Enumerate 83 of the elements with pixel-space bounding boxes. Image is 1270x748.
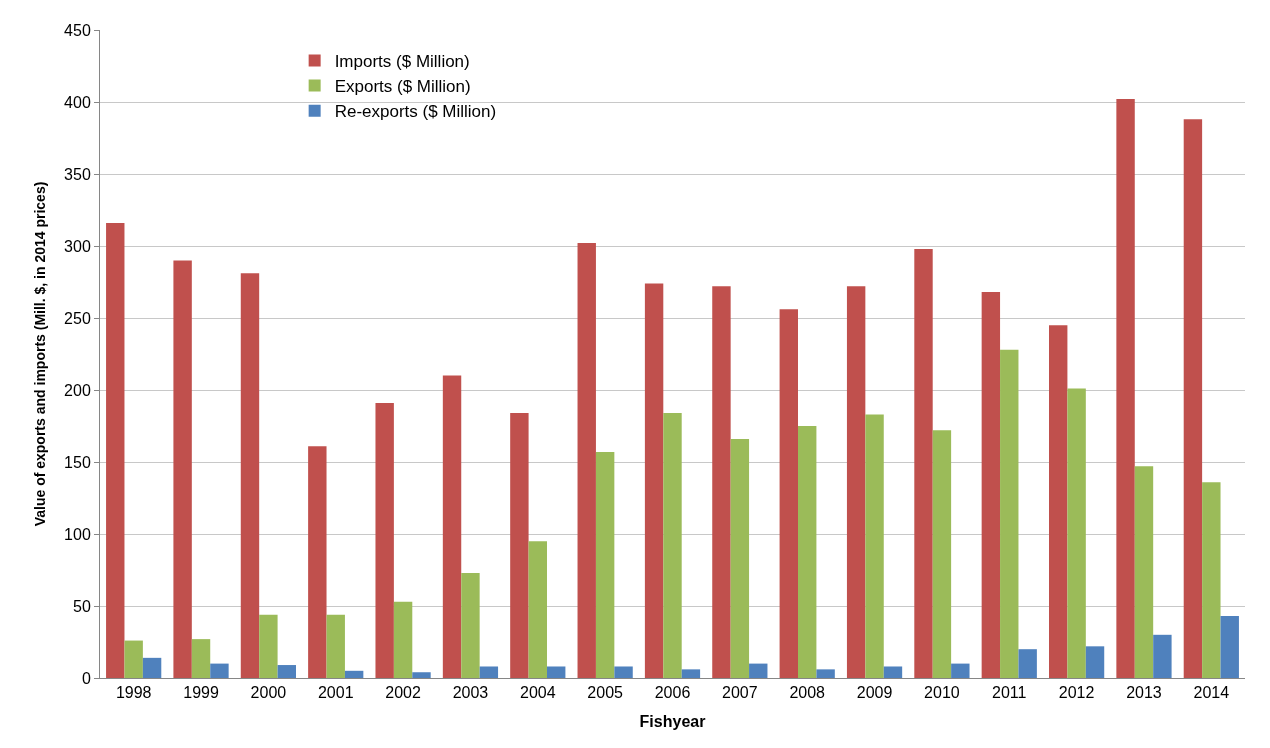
bar xyxy=(681,669,701,678)
y-tick-label: 0 xyxy=(81,669,91,687)
bar xyxy=(326,614,345,678)
y-tick-label: 400 xyxy=(64,93,91,111)
y-tick-label: 350 xyxy=(64,165,91,183)
bar xyxy=(663,413,682,678)
bar xyxy=(240,273,260,678)
x-tick-label: 2004 xyxy=(519,684,556,702)
bar xyxy=(914,248,933,678)
x-tick-label: 2001 xyxy=(317,684,354,702)
bar xyxy=(510,413,529,678)
x-tick-label: 2005 xyxy=(587,684,624,702)
bar xyxy=(461,572,480,678)
y-tick-label: 150 xyxy=(64,453,91,471)
bar xyxy=(1134,466,1154,678)
bar xyxy=(798,426,817,678)
bar xyxy=(595,451,615,678)
bar xyxy=(712,286,731,678)
bar xyxy=(173,260,192,678)
y-tick-label: 100 xyxy=(64,525,91,543)
bar xyxy=(779,309,798,678)
bar xyxy=(577,243,596,678)
x-tick-label: 2010 xyxy=(924,684,960,702)
bar xyxy=(442,375,462,678)
bar xyxy=(259,614,278,678)
bar xyxy=(308,446,327,678)
bar xyxy=(1067,388,1086,678)
bar xyxy=(210,663,229,678)
x-tick-label: 2013 xyxy=(1126,684,1162,702)
x-axis-title: Fishyear xyxy=(639,712,706,730)
bar xyxy=(479,666,499,678)
y-tick-label: 50 xyxy=(73,597,91,615)
y-tick-label: 250 xyxy=(64,309,91,327)
bar xyxy=(528,541,547,678)
bar xyxy=(106,222,125,678)
bar xyxy=(846,286,866,678)
bar xyxy=(883,666,903,678)
bar xyxy=(344,670,364,678)
x-tick-label: 2003 xyxy=(452,684,489,702)
bar xyxy=(375,402,394,678)
bar xyxy=(1220,616,1239,678)
y-tick-label: 450 xyxy=(64,21,91,39)
bar xyxy=(1116,99,1135,678)
x-tick-label: 2009 xyxy=(856,684,893,702)
bar xyxy=(932,430,952,678)
bar xyxy=(393,601,413,678)
bar xyxy=(1085,646,1105,678)
x-tick-label: 1999 xyxy=(183,684,219,702)
x-tick-label: 2006 xyxy=(654,684,691,702)
bar xyxy=(951,663,970,678)
bar xyxy=(730,438,750,678)
bar xyxy=(1153,634,1172,678)
bar xyxy=(644,283,664,678)
bar xyxy=(124,640,143,678)
bar xyxy=(981,292,1001,678)
y-axis-title: Value of exports and imports (Mill. $, in 2014 prices) xyxy=(31,181,48,527)
x-tick-label: 2007 xyxy=(722,684,758,702)
x-tick-label: 1998 xyxy=(115,684,152,702)
bar xyxy=(614,666,633,678)
x-tick-label: 2008 xyxy=(789,684,826,702)
x-tick-label: 2002 xyxy=(385,684,421,702)
y-tick-label: 200 xyxy=(64,381,91,399)
bar xyxy=(412,672,431,678)
bar xyxy=(1018,649,1037,678)
x-tick-label: 2011 xyxy=(992,684,1027,702)
bar xyxy=(1183,119,1203,678)
legend-label: Exports ($ Million) xyxy=(334,77,471,97)
bar xyxy=(547,666,566,678)
bar xyxy=(749,663,768,678)
x-tick-label: 2000 xyxy=(250,684,287,702)
legend-label: Re-exports ($ Million) xyxy=(334,102,497,122)
x-tick-label: 2012 xyxy=(1058,684,1095,702)
bar xyxy=(865,414,884,678)
x-tick-label: 2014 xyxy=(1193,684,1230,702)
legend-label: Imports ($ Million) xyxy=(334,52,470,72)
bar xyxy=(191,639,211,678)
y-tick-label: 300 xyxy=(64,237,91,255)
bar xyxy=(1049,325,1068,678)
bar xyxy=(1000,349,1019,678)
bar xyxy=(142,657,162,678)
bar xyxy=(1202,482,1221,678)
bar xyxy=(277,665,296,678)
bar xyxy=(816,669,835,678)
